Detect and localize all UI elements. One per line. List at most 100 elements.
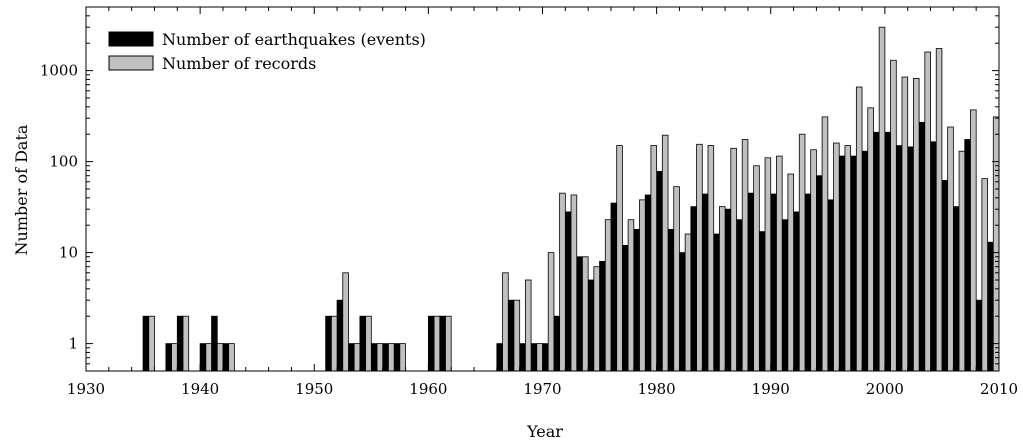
bar-events [496, 343, 503, 372]
bar-records [171, 343, 178, 372]
bar-events [222, 343, 230, 372]
bar-records [707, 145, 715, 372]
bar-records [753, 165, 760, 372]
bar-events [747, 192, 755, 372]
bar-events [884, 131, 891, 372]
bar-events [930, 141, 937, 372]
bar-events [758, 231, 766, 372]
x-tick-label: 1940 [181, 380, 219, 398]
bar-records [958, 150, 966, 372]
ticks-layer: 1930 1940 1950 1960 1970 1980 1990 2000 2010 1 10 1… [40, 6, 1018, 398]
bar-events [804, 193, 812, 372]
bar-events [519, 343, 526, 372]
bar-records [342, 272, 349, 372]
bar-records [433, 315, 441, 372]
bar-records [741, 139, 749, 372]
bar-events [941, 180, 949, 372]
bar-events [142, 315, 150, 372]
bar-events [621, 244, 629, 372]
bar-events [576, 256, 583, 372]
bar-records [981, 178, 988, 372]
x-tick-label: 1960 [409, 380, 447, 398]
bar-records [776, 155, 783, 372]
bar-events [427, 315, 435, 372]
bar-records [673, 186, 680, 372]
bar-records [399, 343, 406, 372]
bar-records [650, 145, 658, 372]
bar-records [513, 299, 521, 372]
bar-records [182, 315, 190, 372]
bar-records [353, 343, 361, 372]
bar-records [855, 86, 863, 372]
bar-events [827, 199, 834, 372]
bar-records [330, 315, 338, 372]
y-tick-label: 1 [68, 335, 78, 353]
bar-events [736, 219, 743, 372]
bar-records [924, 51, 931, 372]
bar-events [679, 252, 686, 372]
bar-events [370, 343, 378, 372]
bar-records [216, 343, 224, 372]
bar-records [627, 219, 635, 372]
bar-events [610, 202, 618, 372]
x-tick-label: 1980 [638, 380, 676, 398]
bar-records [878, 26, 886, 372]
bar-records [764, 157, 772, 372]
bar-events [952, 206, 960, 372]
bar-records [559, 192, 566, 372]
bar-events [325, 315, 332, 372]
bar-records [502, 272, 509, 372]
y-tick-label: 100 [49, 153, 78, 171]
bar-records [524, 279, 532, 372]
bar-records [718, 206, 726, 372]
bar-events [838, 155, 846, 372]
bar-events [850, 155, 857, 372]
bar-events [964, 139, 971, 372]
x-axis-title: Year [526, 422, 563, 441]
bar-records [935, 48, 943, 372]
bar-records [913, 78, 920, 372]
bar-records [616, 145, 623, 372]
bar-events [816, 175, 823, 372]
bar-records [684, 233, 692, 372]
bar-events [553, 315, 561, 372]
bar-events [336, 299, 344, 372]
bar-records [570, 194, 578, 372]
bar-events [781, 219, 789, 372]
bar-records [901, 76, 909, 372]
bar-events [793, 211, 800, 372]
bar-events [656, 171, 663, 372]
bar-records [787, 173, 794, 372]
legend-swatch-events [108, 31, 154, 47]
bar-events [382, 343, 389, 372]
bar-events [713, 233, 720, 372]
bar-records [148, 315, 155, 372]
bar-events [439, 315, 446, 372]
legend-swatch-records [108, 55, 154, 71]
bar-records [970, 109, 977, 372]
x-tick-label: 1990 [752, 380, 790, 398]
bar-events [587, 279, 595, 372]
bar-records [947, 126, 954, 372]
bar-records [696, 143, 703, 372]
bar-records [388, 343, 395, 372]
bar-records [582, 256, 589, 372]
x-tick-label: 2010 [980, 380, 1018, 398]
bar-events [633, 228, 640, 372]
bar-events [770, 193, 777, 372]
bar-events [987, 241, 994, 372]
bar-events [393, 343, 401, 372]
x-tick-label: 1950 [295, 380, 333, 398]
bar-events [599, 261, 606, 372]
bar-records [547, 252, 555, 372]
bar-records [867, 107, 874, 372]
x-tick-label: 2000 [866, 380, 904, 398]
bar-records [992, 116, 1000, 372]
bar-events [165, 343, 172, 372]
bar-events [644, 194, 652, 372]
bar-records [798, 133, 806, 372]
legend: Number of earthquakes (events) Number of… [108, 30, 426, 73]
bar-events [348, 343, 355, 372]
bar-records [833, 142, 840, 372]
